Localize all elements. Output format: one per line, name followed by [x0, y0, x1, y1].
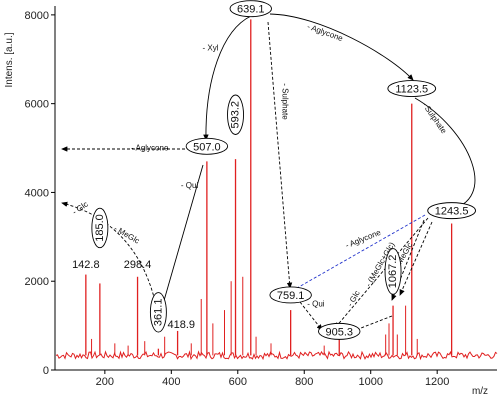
peak-label-group: 142.8: [72, 259, 100, 271]
arrow-361-to-glc: [61, 201, 158, 311]
x-tick-label: 1200: [425, 376, 449, 388]
spectrum-baseline: [55, 350, 498, 361]
fragment-annotation: - Aglycone: [344, 228, 383, 251]
peak-label: 418.9: [168, 319, 196, 331]
arrow-1243-to-1067: [399, 221, 433, 296]
y-tick-label: 4000: [25, 187, 49, 199]
peak-label-ellipse: [427, 202, 476, 220]
peak-label-ellipse: [387, 80, 437, 98]
y-tick-label: 0: [43, 365, 49, 377]
fragment-annotation: - Sulphate: [420, 100, 449, 135]
peak-label-group: 185.0: [91, 207, 109, 249]
peak-label-group: 1123.5: [387, 80, 437, 98]
peak-label: 905.3: [325, 326, 353, 338]
x-axis-ticks: 200 400 600 800 1000 1200: [96, 370, 449, 388]
peak-label-ellipse: [91, 207, 109, 249]
y-tick-label: 6000: [25, 99, 49, 111]
peak-label: 361.1: [152, 299, 164, 327]
peak-labels: 142.8 185.0 298.4 361.1 418.9 507.0 593.2 639.1…: [72, 0, 476, 340]
arrow-1067-to-905: [347, 315, 393, 334]
arrow-1243-to-759: [289, 214, 426, 293]
x-tick-label: 800: [295, 376, 313, 388]
peak-label: 593.2: [230, 101, 242, 129]
peak-label: 185.0: [94, 214, 106, 242]
peak-label: 759.1: [277, 290, 305, 302]
peak-label-ellipse: [269, 286, 312, 304]
peak-label: 1067.2: [387, 255, 399, 289]
arrow-639-to-507: [203, 15, 252, 141]
peak-label-group: 361.1: [149, 292, 167, 333]
peak-label: 507.0: [193, 141, 221, 153]
peak-label-ellipse: [229, 0, 272, 18]
peak-label-ellipse: [185, 137, 229, 155]
y-tick-label: 8000: [25, 10, 49, 22]
fragment-annotation: - Sulphate: [281, 83, 290, 120]
x-tick-label: 1000: [358, 376, 382, 388]
arrow-759-to-905: [299, 301, 323, 331]
spectrum-peaks: [85, 19, 453, 356]
fragment-annotation: - Aglycone: [306, 22, 345, 43]
peak-label: 1243.5: [435, 206, 469, 218]
fragment-annotation: - Qui: [307, 300, 325, 309]
arrow-1123-to-1243: [414, 97, 476, 212]
y-axis-ticks: 0 2000 4000 6000 8000: [25, 10, 55, 377]
y-tick-label: 2000: [25, 276, 49, 288]
x-tick-label: 400: [162, 376, 180, 388]
fragment-annotation: - Glc: [71, 200, 90, 217]
arrow-507-to-361: [157, 164, 204, 319]
peak-label-ellipse: [384, 248, 402, 295]
fragmentation-arrows: [61, 13, 476, 334]
peak-label-ellipse: [149, 292, 167, 333]
peak-label-group: 1243.5: [427, 202, 476, 220]
peak-label: 639.1: [237, 4, 265, 16]
y-axis-title: Intens. [a.u.]: [4, 32, 15, 87]
arrow-639-to-759: [267, 21, 293, 289]
fragment-annotation: - MeGlc: [112, 224, 141, 246]
fragment-annotation: - Qui: [181, 181, 199, 190]
x-tick-label: 600: [229, 376, 247, 388]
peak-label-group: 759.1: [269, 286, 312, 304]
x-tick-label: 200: [96, 376, 114, 388]
peak-label-group: 639.1: [229, 0, 272, 18]
peak-label: 142.8: [72, 259, 100, 271]
peak-label-group: 593.2: [227, 94, 244, 135]
peak-label: 1123.5: [395, 84, 428, 96]
x-axis-title: m/z: [472, 386, 488, 397]
peak-label-group: 298.4: [124, 259, 152, 271]
peak-label-ellipse: [227, 94, 244, 135]
peak-label-group: 905.3: [318, 322, 361, 340]
fragment-annotation: - Xyl: [203, 43, 219, 52]
peak-label-group: 1067.2: [384, 248, 402, 295]
arrow-639-to-1123: [269, 13, 414, 81]
arrow-1243-to-905: [334, 217, 429, 329]
peak-label-group: 507.0: [185, 137, 229, 155]
peak-label-ellipse: [318, 322, 361, 340]
peak-label-group: 418.9: [168, 319, 196, 331]
peak-label: 298.4: [124, 259, 152, 271]
fragment-annotation: - Aglycone: [131, 143, 169, 152]
